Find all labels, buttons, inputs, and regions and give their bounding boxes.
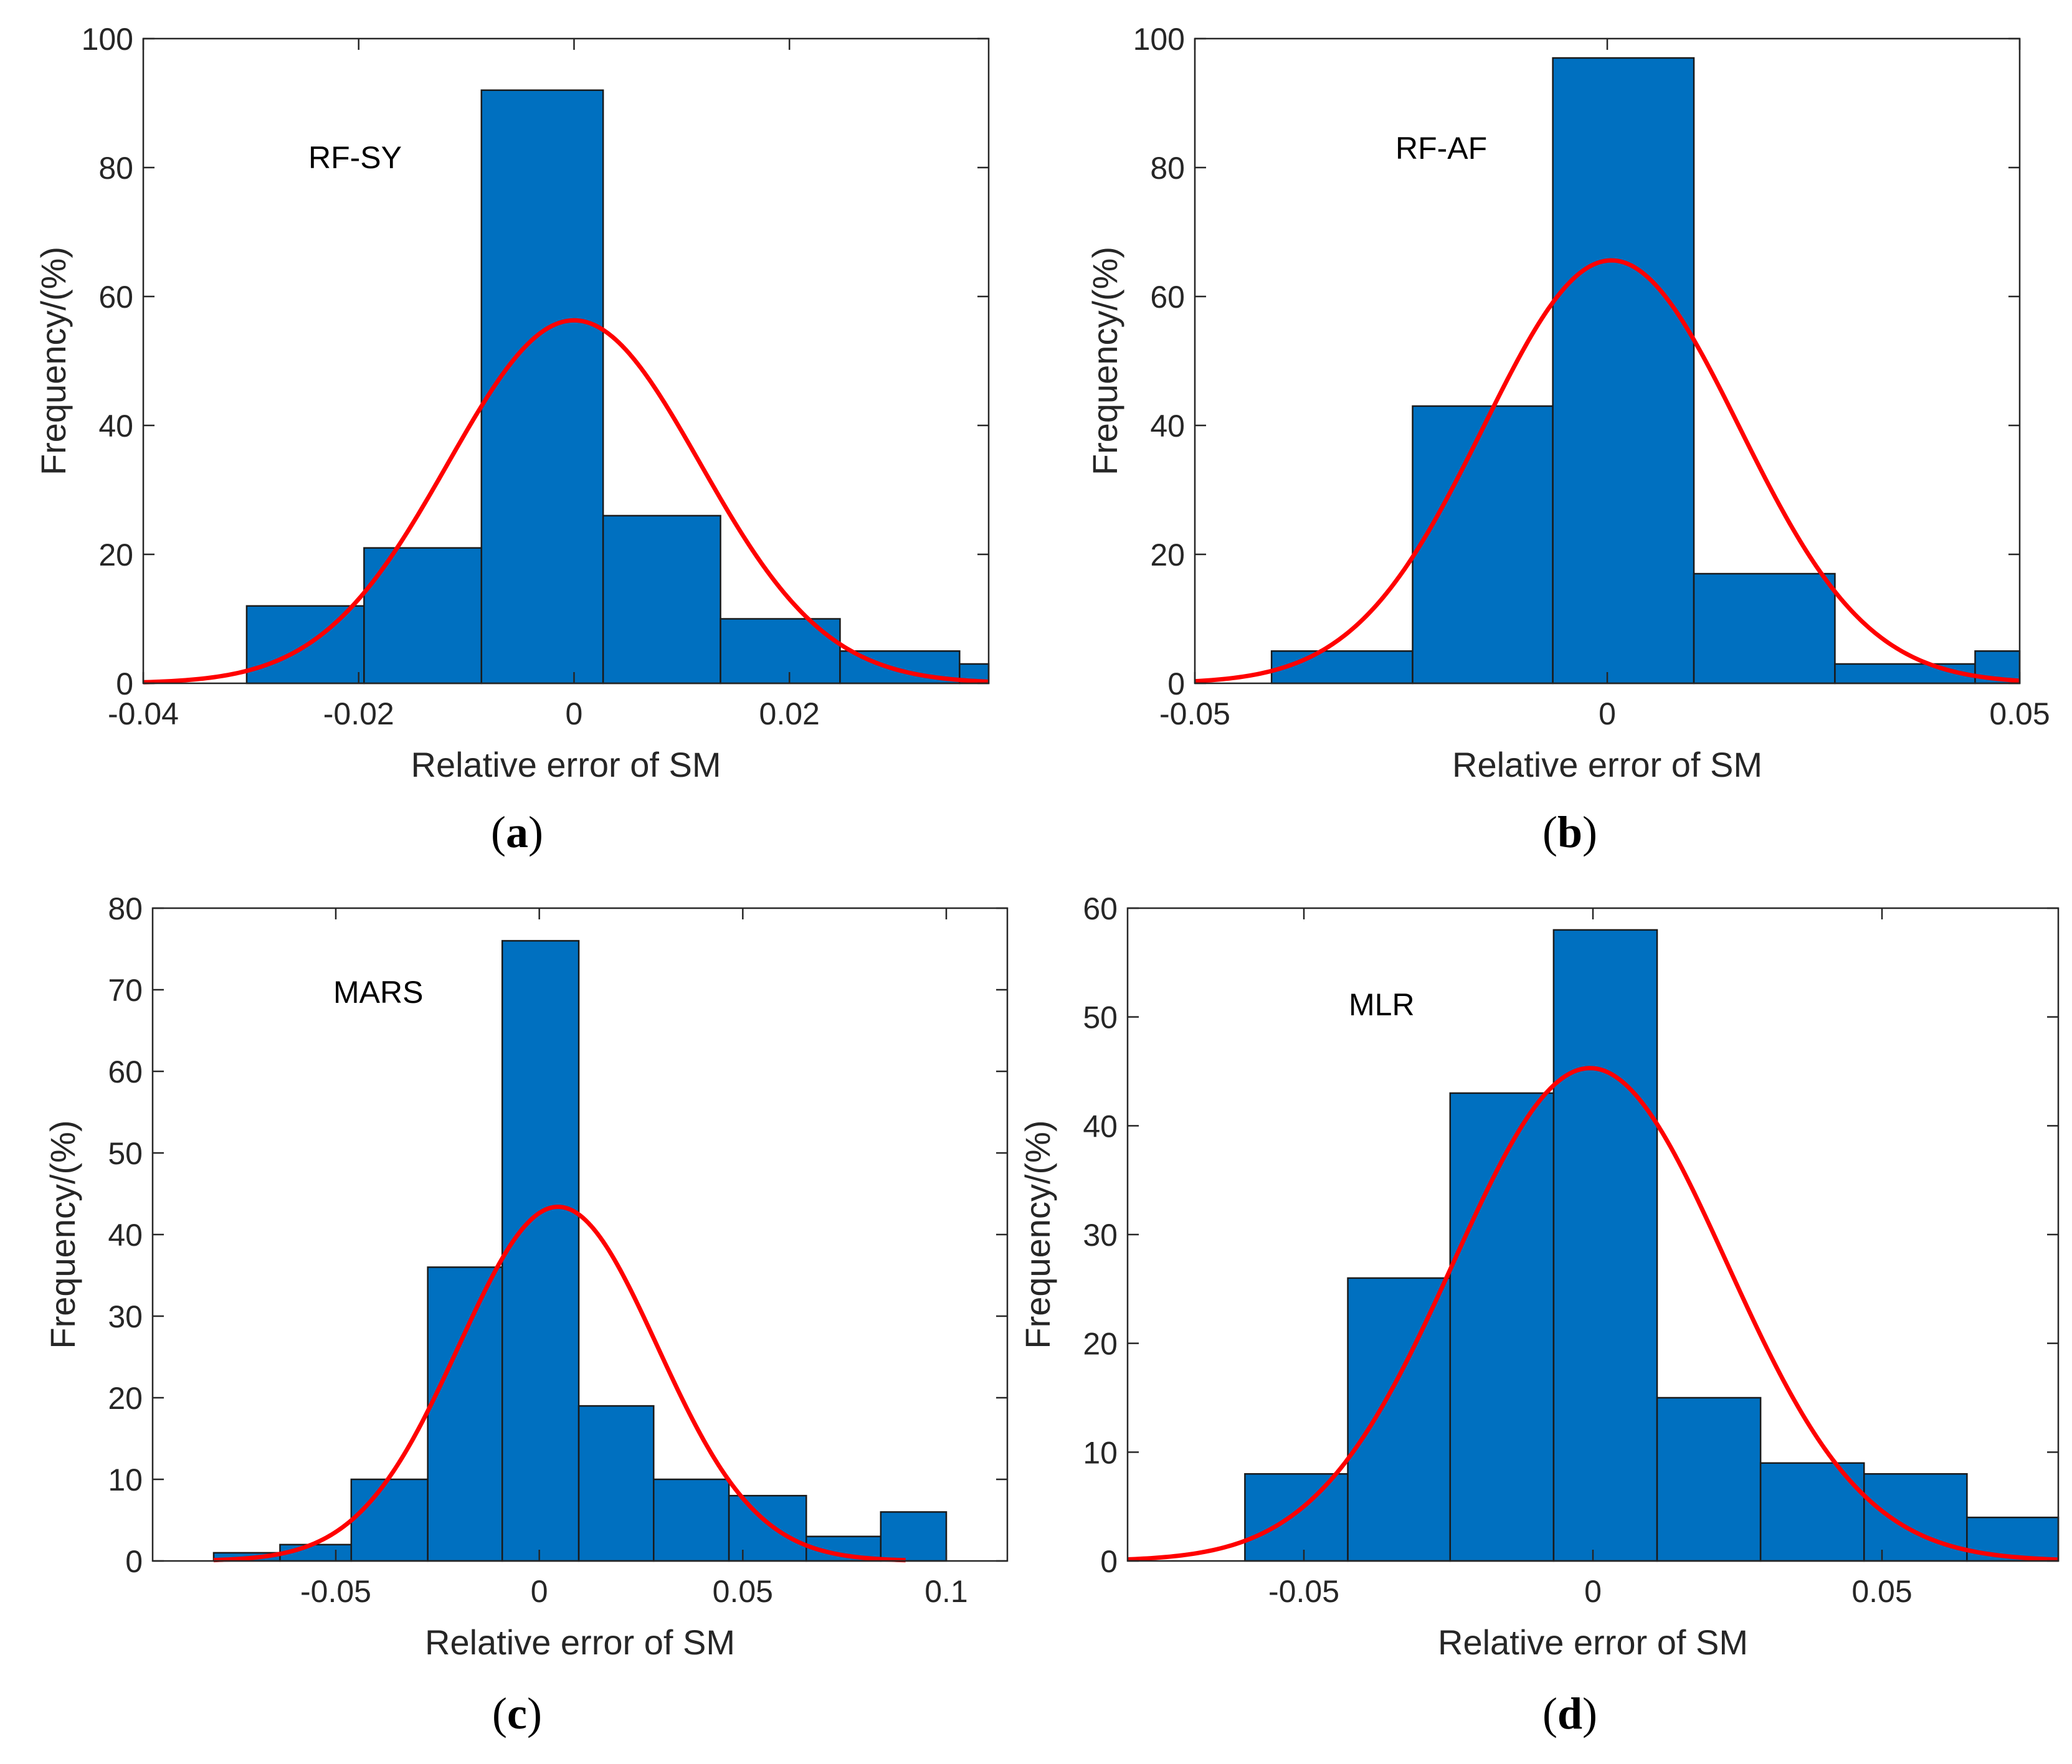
histogram-bar [1693,572,1836,685]
x-tick-label: 0.05 [713,1574,773,1609]
x-tick-label: -0.05 [1159,696,1230,731]
x-axis-label: Relative error of SM [411,745,721,784]
y-tick-label: 20 [1150,538,1185,572]
x-tick-label: 0.05 [1851,1574,1912,1609]
y-tick-label: 20 [98,538,133,572]
y-tick-label: 20 [108,1381,143,1416]
y-tick-label: 60 [108,1055,143,1089]
y-tick-label: 40 [108,1218,143,1253]
x-tick-label: -0.04 [108,696,179,731]
model-annotation: RF-SY [308,140,402,175]
y-tick-label: 30 [1083,1218,1118,1253]
histogram-bar [602,514,721,685]
x-tick-label: 0.1 [924,1574,968,1609]
histogram-bar [728,1494,807,1562]
model-annotation: MARS [333,975,423,1010]
normal-fit-curve [143,318,989,685]
y-axis-label: Frequency/(%) [1085,247,1124,475]
histogram-bar [363,547,483,685]
normal-fit-curve [1194,258,2020,684]
histogram-bar [653,1478,730,1562]
y-tick-label: 50 [1083,1000,1118,1035]
x-tick-label: 0.05 [1989,696,2050,731]
y-tick-label: 0 [1167,666,1185,701]
y-tick-label: 40 [98,409,133,443]
y-tick-label: 80 [98,151,133,186]
histogram-bar [480,89,604,685]
histogram-bar [880,1511,948,1562]
y-tick-label: 10 [1083,1435,1118,1470]
panel-caption: (b) [1542,807,1597,857]
y-tick-label: 30 [108,1299,143,1334]
y-tick-label: 40 [1150,409,1185,443]
histogram-bar [1552,929,1658,1562]
y-tick-label: 0 [116,666,133,701]
panel-caption: (a) [491,807,543,857]
x-tick-label: 0 [1599,696,1616,731]
chart-panel-c: -0.05 0 0.05 0.1 0 10 20 30 40 50 60 70 80 Relative e… [43,891,1009,1738]
chart-panel-a: -0.04 -0.02 0 0.02 0 20 40 60 80 100 Relative erro… [34,22,990,857]
chart-panel-d: -0.05 0 0.05 0 10 20 30 40 50 60 Relative error of… [1018,891,2060,1738]
x-axis-label: Relative error of SM [425,1623,735,1662]
x-tick-label: -0.05 [1268,1574,1339,1609]
y-tick-label: 0 [125,1544,143,1579]
x-tick-label: 0 [1584,1574,1602,1609]
y-tick-label: 50 [108,1136,143,1171]
y-axis-label: Frequency/(%) [1018,1120,1057,1349]
y-axis-label: Frequency/(%) [43,1120,82,1349]
y-tick-label: 20 [1083,1327,1118,1362]
x-axis-label: Relative error of SM [1438,1623,1748,1662]
model-annotation: RF-AF [1395,131,1487,166]
histogram-bar [1412,405,1554,685]
x-tick-label: 0 [531,1574,548,1609]
x-axis-label: Relative error of SM [1452,745,1762,784]
histogram-bar [427,1266,503,1562]
panel-caption: (d) [1542,1689,1597,1738]
histogram-bar [350,1478,429,1562]
y-tick-label: 80 [1150,151,1185,186]
y-tick-label: 40 [1083,1109,1118,1144]
panel-caption: (c) [492,1689,542,1738]
y-tick-label: 80 [108,891,143,926]
y-tick-label: 70 [108,973,143,1008]
y-axis-label: Frequency/(%) [34,247,73,475]
histogram-bar [1244,1473,1349,1562]
y-tick-label: 60 [98,280,133,315]
normal-fit-curve [213,1205,906,1563]
y-tick-label: 60 [1150,280,1185,315]
axes-box [142,37,990,685]
x-tick-label: -0.05 [300,1574,371,1609]
y-tick-label: 60 [1083,891,1118,926]
x-tick-label: 0.02 [759,696,820,731]
y-tick-label: 100 [82,22,133,57]
histogram-bar [501,940,580,1562]
x-tick-label: 0 [566,696,583,731]
y-tick-label: 0 [1100,1544,1118,1579]
histogram-bar [1552,57,1695,685]
y-tick-label: 10 [108,1463,143,1497]
histogram-bar [577,1405,655,1562]
histogram-bar [1656,1396,1762,1562]
y-tick-label: 100 [1133,22,1185,57]
normal-fit-curve [1127,1066,2059,1562]
model-annotation: MLR [1349,987,1415,1022]
histogram-bar [1270,650,1414,685]
x-tick-label: -0.02 [323,696,394,731]
histogram-bar [1347,1277,1452,1562]
